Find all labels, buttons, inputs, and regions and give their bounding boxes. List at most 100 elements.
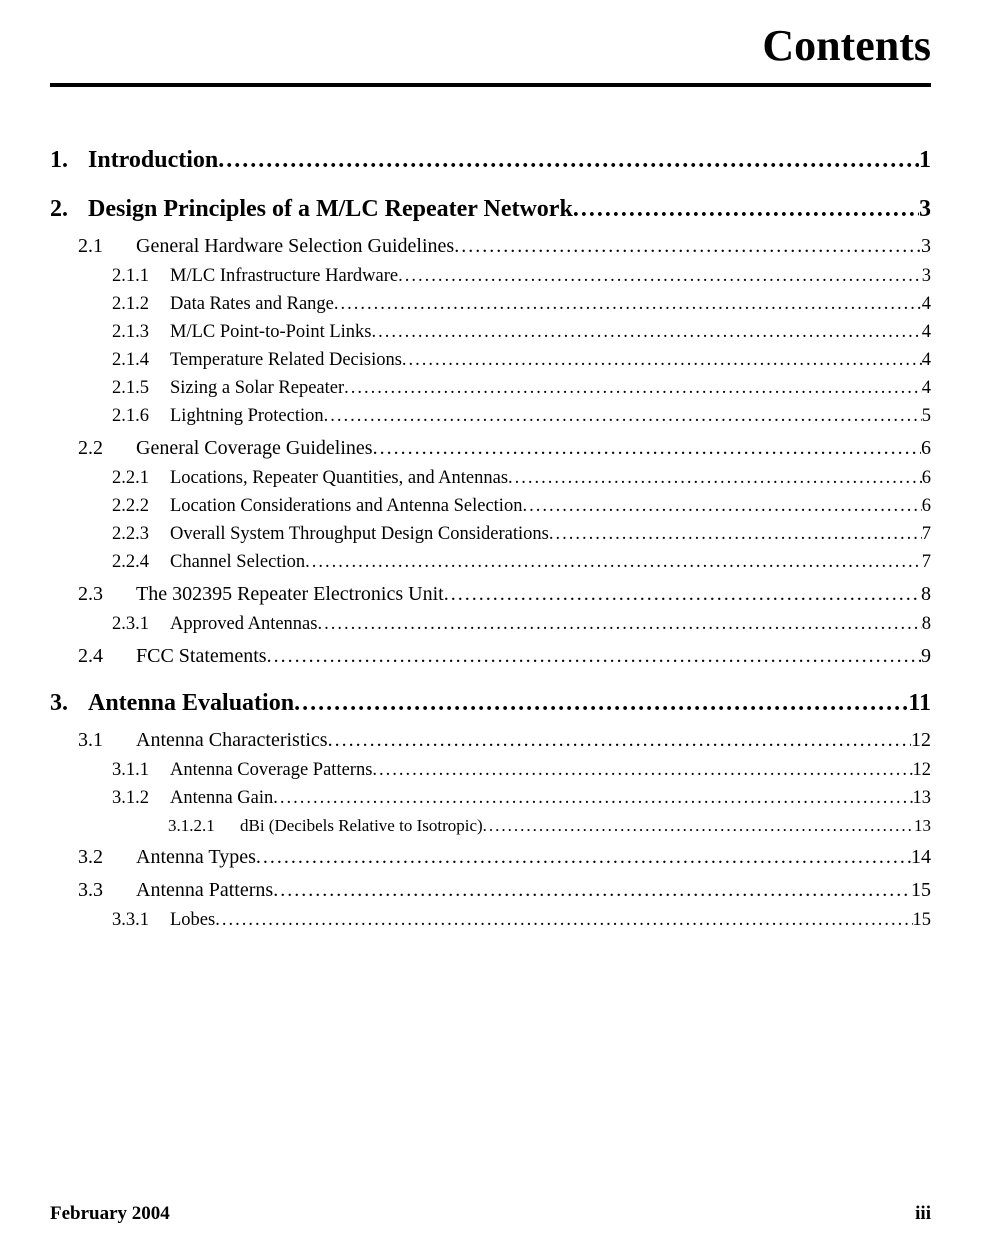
toc-entry: 3.Antenna Evaluation....................… bbox=[50, 690, 931, 717]
toc-entry-title: Antenna Types bbox=[136, 846, 256, 869]
toc-entry-number: 2.1 bbox=[78, 235, 136, 258]
toc-entry-page: 7 bbox=[922, 552, 931, 573]
toc-entry-page: 6 bbox=[921, 437, 931, 460]
toc-entry-title: Antenna Gain bbox=[170, 788, 273, 809]
toc-entry-page: 12 bbox=[911, 729, 931, 752]
toc-leader-dots: ........................................… bbox=[218, 147, 919, 174]
toc-leader-dots: ........................................… bbox=[549, 524, 922, 545]
toc-entry-page: 4 bbox=[922, 350, 931, 371]
toc-leader-dots: ........................................… bbox=[305, 552, 922, 573]
toc-entry: 2.1.4Temperature Related Decisions......… bbox=[112, 350, 931, 371]
toc-entry-page: 13 bbox=[914, 816, 931, 836]
toc-entry-page: 1 bbox=[919, 147, 931, 174]
toc-entry-title: Locations, Repeater Quantities, and Ante… bbox=[170, 468, 508, 489]
toc-entry: 3.3Antenna Patterns.....................… bbox=[78, 879, 931, 902]
toc-entry-number: 3.3.1 bbox=[112, 910, 170, 931]
toc-entry-title: Location Considerations and Antenna Sele… bbox=[170, 496, 522, 517]
toc-entry-page: 4 bbox=[922, 378, 931, 399]
toc-entry-page: 3 bbox=[919, 196, 931, 223]
toc-entry-number: 2.2.3 bbox=[112, 524, 170, 545]
toc-entry-page: 14 bbox=[911, 846, 931, 869]
toc-entry-title: Antenna Evaluation bbox=[88, 690, 294, 717]
toc-entry-title: Channel Selection bbox=[170, 552, 305, 573]
toc-leader-dots: ........................................… bbox=[522, 496, 921, 517]
toc-entry: 2.3.1Approved Antennas..................… bbox=[112, 614, 931, 635]
toc-entry-page: 11 bbox=[908, 690, 931, 717]
toc-entry-number: 2. bbox=[50, 196, 88, 223]
toc-leader-dots: ........................................… bbox=[344, 378, 922, 399]
toc-entry-title: Antenna Patterns bbox=[136, 879, 273, 902]
toc-entry-page: 5 bbox=[922, 406, 931, 427]
footer-page-number: iii bbox=[915, 1203, 931, 1225]
toc-entry-title: Approved Antennas bbox=[170, 614, 317, 635]
toc-entry-number: 3. bbox=[50, 690, 88, 717]
footer-date: February 2004 bbox=[50, 1203, 170, 1225]
toc-entry-number: 3.2 bbox=[78, 846, 136, 869]
toc-entry-number: 3.1.2.1 bbox=[168, 816, 240, 836]
toc-entry-page: 12 bbox=[913, 760, 932, 781]
toc-leader-dots: ........................................… bbox=[371, 322, 921, 343]
page-footer: February 2004 iii bbox=[50, 1203, 931, 1225]
toc-entry-title: Introduction bbox=[88, 147, 218, 174]
toc-entry-title: Design Principles of a M/LC Repeater Net… bbox=[88, 196, 573, 223]
toc-entry: 2.2.4Channel Selection..................… bbox=[112, 552, 931, 573]
toc-leader-dots: ........................................… bbox=[267, 645, 921, 668]
toc-entry-number: 2.1.3 bbox=[112, 322, 170, 343]
toc-leader-dots: ........................................… bbox=[373, 437, 921, 460]
toc-entry: 2.4FCC Statements.......................… bbox=[78, 645, 931, 668]
toc-entry-number: 3.3 bbox=[78, 879, 136, 902]
toc-entry: 1.Introduction..........................… bbox=[50, 147, 931, 174]
toc-leader-dots: ........................................… bbox=[573, 196, 919, 223]
toc-entry: 2.2.1Locations, Repeater Quantities, and… bbox=[112, 468, 931, 489]
toc-entry-title: dBi (Decibels Relative to Isotropic) bbox=[240, 816, 483, 836]
table-of-contents: 1.Introduction..........................… bbox=[50, 147, 931, 931]
toc-entry-page: 6 bbox=[922, 496, 931, 517]
toc-entry-number: 2.3 bbox=[78, 583, 136, 606]
toc-entry: 2.2.2Location Considerations and Antenna… bbox=[112, 496, 931, 517]
toc-leader-dots: ........................................… bbox=[256, 846, 911, 869]
title-rule bbox=[50, 83, 931, 87]
toc-leader-dots: ........................................… bbox=[215, 910, 912, 931]
toc-entry-number: 2.2.2 bbox=[112, 496, 170, 517]
toc-leader-dots: ........................................… bbox=[372, 760, 912, 781]
toc-entry-title: Antenna Coverage Patterns bbox=[170, 760, 372, 781]
toc-entry-number: 2.2.1 bbox=[112, 468, 170, 489]
toc-entry-title: General Hardware Selection Guidelines bbox=[136, 235, 454, 258]
toc-entry-page: 13 bbox=[913, 788, 932, 809]
toc-entry: 3.1.1Antenna Coverage Patterns..........… bbox=[112, 760, 931, 781]
toc-entry-number: 2.1.1 bbox=[112, 266, 170, 287]
toc-entry-number: 3.1.1 bbox=[112, 760, 170, 781]
page-title: Contents bbox=[50, 20, 931, 71]
toc-entry: 2.1.1M/LC Infrastructure Hardware.......… bbox=[112, 266, 931, 287]
toc-entry-page: 15 bbox=[911, 879, 931, 902]
toc-entry-number: 1. bbox=[50, 147, 88, 174]
toc-entry-page: 3 bbox=[921, 235, 931, 258]
toc-entry-number: 2.1.4 bbox=[112, 350, 170, 371]
toc-entry-title: Sizing a Solar Repeater bbox=[170, 378, 344, 399]
toc-leader-dots: ........................................… bbox=[402, 350, 922, 371]
toc-entry-title: Temperature Related Decisions bbox=[170, 350, 402, 371]
toc-entry-number: 2.2.4 bbox=[112, 552, 170, 573]
toc-entry-number: 3.1 bbox=[78, 729, 136, 752]
toc-entry: 3.2Antenna Types........................… bbox=[78, 846, 931, 869]
toc-entry-title: The 302395 Repeater Electronics Unit bbox=[136, 583, 444, 606]
toc-entry-title: General Coverage Guidelines bbox=[136, 437, 373, 460]
toc-leader-dots: ........................................… bbox=[334, 294, 922, 315]
toc-entry-title: Overall System Throughput Design Conside… bbox=[170, 524, 549, 545]
toc-leader-dots: ........................................… bbox=[317, 614, 921, 635]
toc-entry-title: M/LC Point-to-Point Links bbox=[170, 322, 371, 343]
toc-entry-page: 15 bbox=[913, 910, 932, 931]
toc-entry-page: 3 bbox=[922, 266, 931, 287]
toc-leader-dots: ........................................… bbox=[454, 235, 921, 258]
toc-leader-dots: ........................................… bbox=[294, 690, 908, 717]
toc-entry-page: 4 bbox=[922, 294, 931, 315]
toc-entry: 2.2.3Overall System Throughput Design Co… bbox=[112, 524, 931, 545]
toc-entry: 2.1.6Lightning Protection...............… bbox=[112, 406, 931, 427]
toc-entry-page: 9 bbox=[921, 645, 931, 668]
toc-entry: 2.1.2Data Rates and Range...............… bbox=[112, 294, 931, 315]
toc-entry: 2.3The 302395 Repeater Electronics Unit.… bbox=[78, 583, 931, 606]
toc-entry-page: 7 bbox=[922, 524, 931, 545]
toc-entry: 2.2General Coverage Guidelines..........… bbox=[78, 437, 931, 460]
toc-entry-title: Lightning Protection bbox=[170, 406, 324, 427]
toc-leader-dots: ........................................… bbox=[483, 816, 914, 836]
